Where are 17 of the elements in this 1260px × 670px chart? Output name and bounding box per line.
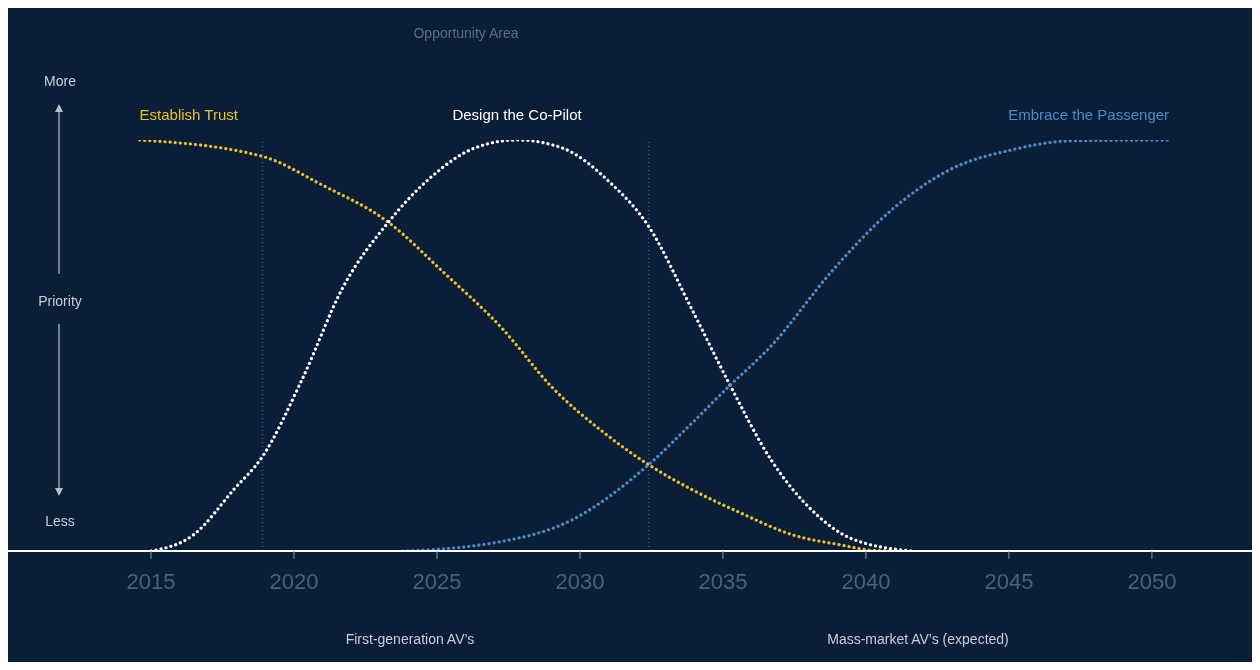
series-label: Establish Trust bbox=[139, 106, 239, 123]
text: Mass-market AV’s (expected) bbox=[827, 631, 1009, 647]
x-tick-label: 2040 bbox=[841, 568, 891, 594]
text: Opportunity Area bbox=[413, 25, 519, 41]
y-axis-title: Priority bbox=[38, 293, 82, 309]
x-tick-label: 2050 bbox=[1127, 568, 1177, 594]
annotation: Less bbox=[45, 513, 75, 529]
x-tick-label: 2035 bbox=[698, 568, 748, 594]
x-tick-label: 2025 bbox=[412, 568, 462, 594]
x-tick-label: 2030 bbox=[555, 568, 605, 594]
text: First-generation AV’s bbox=[345, 631, 475, 647]
text: More bbox=[44, 73, 77, 89]
x-tick-label: 2015 bbox=[126, 568, 176, 594]
series-label: Design the Co-Pilot bbox=[452, 106, 583, 123]
series-label: Embrace the Passenger bbox=[1008, 106, 1170, 123]
x-tick-label: 2020 bbox=[269, 568, 319, 594]
x-tick-label: 2045 bbox=[984, 568, 1034, 594]
